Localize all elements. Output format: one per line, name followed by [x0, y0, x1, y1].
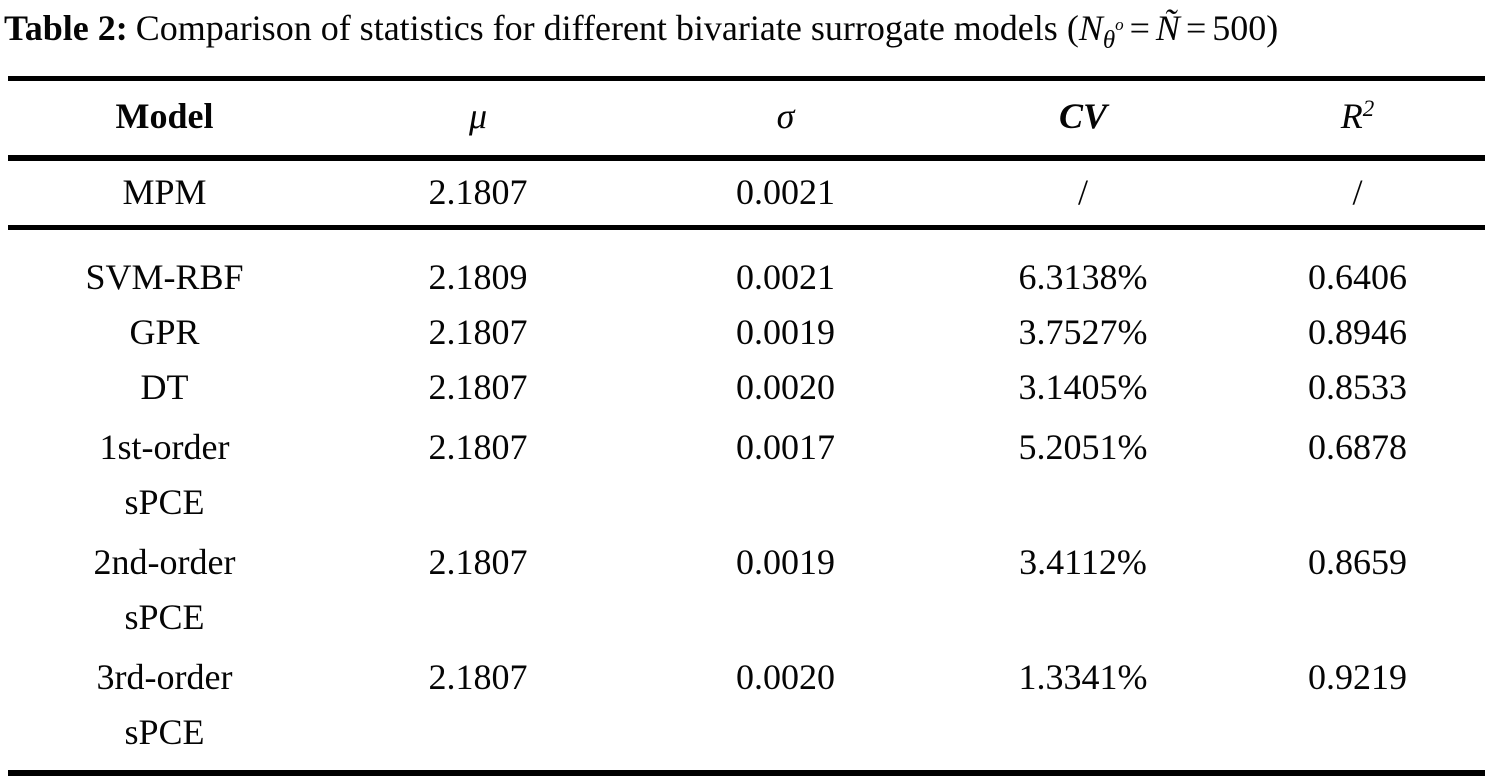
r-squared-base: R — [1340, 96, 1363, 136]
cell-mu: 2.1807 — [428, 367, 528, 407]
table-caption: Table 2: Comparison of statistics for dif… — [4, 4, 1492, 59]
cell-model: 3rd-order sPCE — [8, 645, 321, 773]
cell-cv: 3.4112% — [1019, 542, 1147, 582]
cell-model: DT — [140, 367, 189, 407]
model-name-line2: sPCE — [124, 597, 205, 637]
table-row-svm-rbf: SVM-RBF 2.1809 0.0021 6.3138% 0.6406 — [8, 228, 1485, 306]
model-name-line1: 3rd-order — [96, 657, 233, 697]
math-equals-2: = — [1185, 8, 1207, 48]
math-N: N — [1078, 8, 1103, 48]
statistics-table: Model μ σ CV R2 MPM 2.1807 0.0021 / / SV… — [8, 76, 1485, 776]
col-header-cv: CV — [1058, 96, 1108, 136]
col-header-model: Model — [115, 96, 214, 136]
math-theta-superscript-o: o — [1115, 15, 1124, 34]
table-header: Model μ σ CV R2 — [8, 79, 1485, 159]
table-row-1st-order-spce: 1st-order sPCE 2.1807 0.0017 5.2051% 0.6… — [8, 415, 1485, 530]
cell-sigma: 0.0019 — [736, 312, 835, 352]
col-header-r-squared: R2 — [1230, 79, 1485, 159]
cell-model: MPM — [122, 172, 207, 212]
cell-sigma: 0.0021 — [736, 257, 835, 297]
cell-sigma: 0.0021 — [736, 172, 835, 212]
open-paren: ( — [1066, 8, 1079, 48]
table-row-dt: DT 2.1807 0.0020 3.1405% 0.8533 — [8, 360, 1485, 415]
table-row-2nd-order-spce: 2nd-order sPCE 2.1807 0.0019 3.4112% 0.8… — [8, 530, 1485, 645]
cell-sigma: 0.0017 — [736, 427, 835, 467]
cell-r-squared: 0.8533 — [1308, 367, 1407, 407]
header-row: Model μ σ CV R2 — [8, 79, 1485, 159]
model-name-line2: sPCE — [124, 712, 205, 752]
cell-model: 1st-order sPCE — [8, 415, 321, 530]
cell-model: SVM-RBF — [85, 257, 244, 297]
cell-cv: 6.3138% — [1018, 257, 1148, 297]
cell-mu: 2.1807 — [428, 427, 528, 467]
math-value-500: 500 — [1212, 8, 1267, 48]
model-name-line1: 2nd-order — [93, 542, 236, 582]
close-paren: ) — [1266, 8, 1279, 48]
cell-mu: 2.1807 — [428, 657, 528, 697]
cell-cv: 3.1405% — [1018, 367, 1148, 407]
model-name-line1: 1st-order — [99, 427, 230, 467]
cell-mu: 2.1807 — [428, 312, 528, 352]
cell-r-squared: 0.6878 — [1308, 427, 1407, 467]
cell-sigma: 0.0020 — [736, 657, 835, 697]
col-header-sigma: σ — [776, 96, 795, 136]
cell-mu: 2.1807 — [428, 542, 528, 582]
cell-mu: 2.1807 — [428, 172, 528, 212]
cell-model: GPR — [129, 312, 200, 352]
cell-cv: / — [1077, 172, 1088, 212]
cell-sigma: 0.0019 — [736, 542, 835, 582]
r-squared-superscript: 2 — [1362, 96, 1375, 121]
cell-r-squared: 0.6406 — [1308, 257, 1407, 297]
model-name-line2: sPCE — [124, 482, 205, 522]
table-row-mpm: MPM 2.1807 0.0021 / / — [8, 158, 1485, 228]
cell-r-squared: / — [1352, 172, 1363, 212]
caption-text: Comparison of statistics for different b… — [135, 8, 1058, 48]
cell-r-squared: 0.8659 — [1308, 542, 1407, 582]
math-N-subscript-theta: θ — [1102, 27, 1116, 54]
cell-model: 2nd-order sPCE — [8, 530, 321, 645]
cell-cv: 5.2051% — [1018, 427, 1148, 467]
col-header-mu: μ — [468, 96, 488, 136]
caption-math: (Nθo = Ñ = 500) — [1066, 8, 1279, 54]
math-equals-1: = — [1129, 8, 1150, 48]
cell-mu: 2.1809 — [428, 257, 528, 297]
cell-r-squared: 0.8946 — [1308, 312, 1407, 352]
cell-r-squared: 0.9219 — [1308, 657, 1407, 697]
cell-cv: 1.3341% — [1018, 657, 1148, 697]
table-row-gpr: GPR 2.1807 0.0019 3.7527% 0.8946 — [8, 305, 1485, 360]
caption-label: Table 2: — [4, 8, 128, 48]
math-N-tilde: Ñ — [1155, 8, 1180, 48]
cell-sigma: 0.0020 — [736, 367, 835, 407]
cell-cv: 3.7527% — [1018, 312, 1148, 352]
table-row-3rd-order-spce: 3rd-order sPCE 2.1807 0.0020 1.3341% 0.9… — [8, 645, 1485, 773]
surrogate-models-section: SVM-RBF 2.1809 0.0021 6.3138% 0.6406 GPR… — [8, 228, 1485, 774]
reference-model-section: MPM 2.1807 0.0021 / / — [8, 158, 1485, 228]
